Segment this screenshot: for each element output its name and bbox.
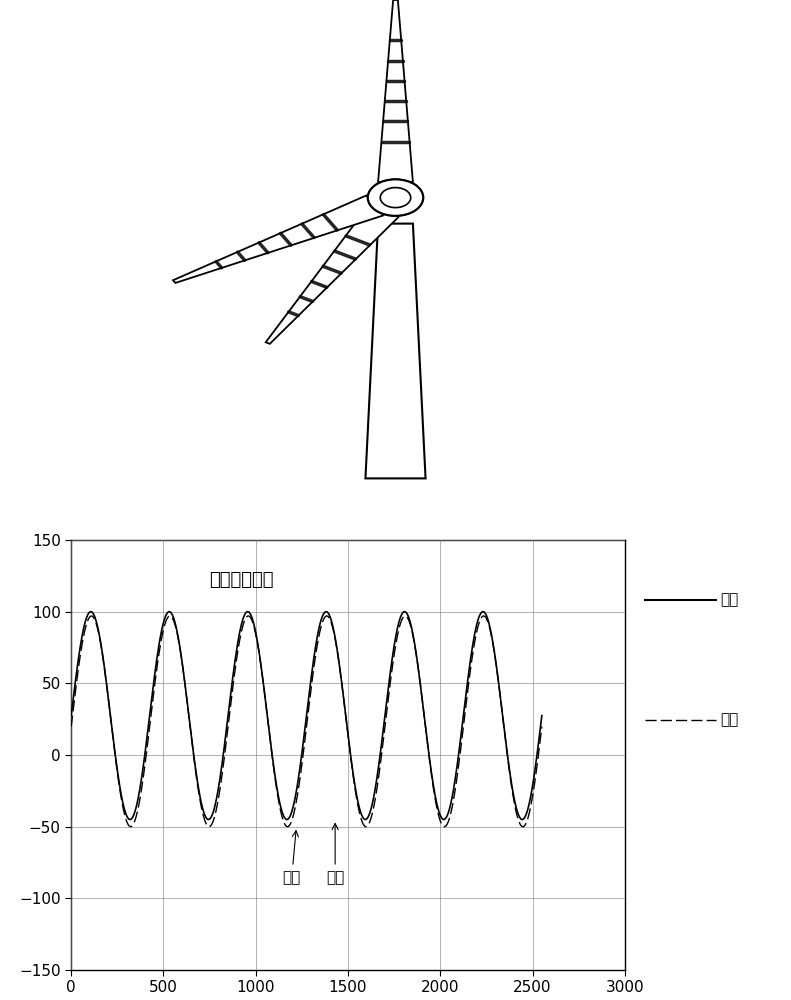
Polygon shape <box>266 205 399 344</box>
Text: 叶片弯矩变化: 叶片弯矩变化 <box>210 571 274 589</box>
Ellipse shape <box>368 179 423 216</box>
Ellipse shape <box>368 179 423 216</box>
Ellipse shape <box>380 188 411 208</box>
Text: 无冰: 无冰 <box>326 824 344 885</box>
Ellipse shape <box>380 188 411 208</box>
Text: 无冰: 无冰 <box>720 592 738 607</box>
Polygon shape <box>365 224 426 478</box>
Text: 有冰: 有冰 <box>282 831 301 885</box>
Polygon shape <box>378 0 413 182</box>
Text: 有冰: 有冰 <box>720 712 738 728</box>
Polygon shape <box>173 195 384 283</box>
